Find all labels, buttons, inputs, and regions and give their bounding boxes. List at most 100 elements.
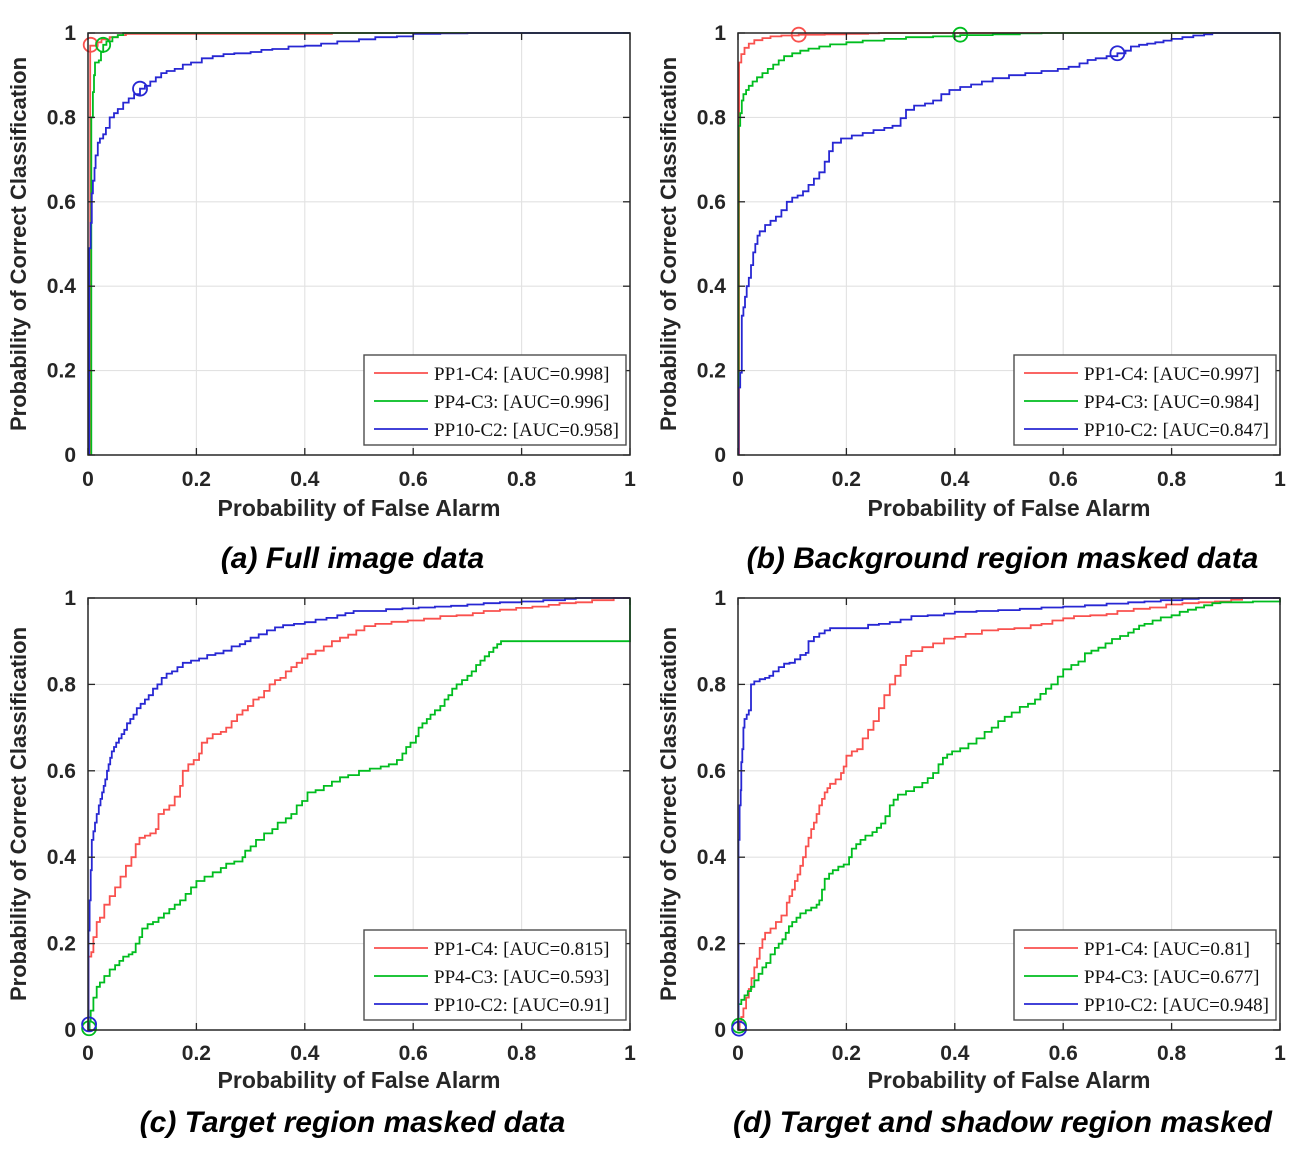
caption-a: (a) Full image data (220, 542, 485, 575)
roc-curve-pp4-c3 (88, 598, 631, 1031)
panel-c: 0 0 0.2 0.2 0.4 0.4 0.6 0.6 0.8 0.8 1 1 Probability … (0, 588, 650, 1093)
x-tick-label: 0 (82, 1042, 94, 1065)
x-tick-label: 0.4 (940, 468, 970, 491)
x-tick-label: 1 (1274, 1042, 1286, 1065)
y-tick-label: 0.8 (47, 673, 77, 696)
operating-point-marker-pp10-c2 (81, 1016, 97, 1033)
y-tick-label: 1 (714, 22, 726, 45)
y-tick-label: 0.6 (47, 760, 76, 783)
roc-curve-pp10-c2 (88, 32, 630, 455)
y-tick-label: 0.2 (47, 360, 76, 383)
axes-box (87, 597, 631, 1031)
y-tick-label: 1 (64, 22, 76, 45)
caption-c: (c) Target region masked data (139, 1106, 566, 1139)
x-tick-label: 1 (624, 1042, 636, 1065)
legend-label-pp10-c2: PP10-C2: [AUC=0.958] (434, 420, 619, 441)
axes-box (87, 32, 631, 456)
x-tick-label: 0.6 (399, 468, 428, 491)
legend-label-pp1-c4: PP1-C4: [AUC=0.998] (434, 364, 609, 385)
roc-chart-b: 00 0.2 0.2 0.4 0.4 0.6 0.6 0.8 0.8 1 1 Probability … (656, 22, 1286, 521)
x-tick-label: 0.6 (1049, 1042, 1078, 1065)
y-tick-label: 0 (64, 1019, 76, 1042)
legend-label-pp4-c3: PP4-C3: [AUC=0.593] (434, 967, 609, 988)
y-tick-label: 0.4 (697, 846, 727, 869)
roc-chart-c: 00 0.2 0.2 0.4 0.4 0.6 0.6 0.8 0.8 1 1 Probability … (6, 588, 636, 1093)
legend-label-pp10-c2: PP10-C2: [AUC=0.948] (1084, 995, 1269, 1016)
legend-label-pp1-c4: PP1-C4: [AUC=0.997] (1084, 364, 1259, 385)
x-tick-label: 0.8 (1157, 1042, 1187, 1065)
x-tick-label: 0 (732, 1042, 744, 1065)
operating-point-marker-pp1-c4 (790, 26, 807, 43)
x-tick-label: 0.4 (290, 1042, 320, 1065)
y-tick-label: 0.2 (47, 933, 76, 956)
legend-label-pp1-c4: PP1-C4: [AUC=0.815] (434, 939, 609, 960)
y-tick-label: 0.6 (697, 760, 726, 783)
x-tick-label: 0.8 (507, 1042, 537, 1065)
operating-point-marker-pp10-c2 (132, 80, 148, 97)
y-tick-label: 0.4 (697, 275, 727, 298)
legend-box (363, 929, 627, 1021)
roc-curve-pp10-c2 (737, 597, 1280, 1030)
roc-curve-pp1-c4 (738, 32, 1280, 455)
y-tick-label: 0.8 (697, 106, 727, 129)
x-tick-label: 0.2 (182, 468, 211, 491)
x-tick-label: 0.4 (290, 468, 320, 491)
x-axis-label: Probability of False Alarm (868, 1067, 1151, 1093)
y-axis-label: Probability of Correct Classification (6, 627, 31, 1001)
x-tick-label: 0 (82, 468, 94, 491)
x-tick-label: 1 (1274, 468, 1286, 491)
axes-box (737, 32, 1281, 456)
legend-box (1013, 354, 1277, 446)
x-axis-label: Probability of False Alarm (218, 495, 501, 521)
roc-curve-pp1-c4 (738, 597, 1280, 1031)
legend-label-pp4-c3: PP4-C3: [AUC=0.996] (434, 392, 609, 413)
x-tick-label: 0.4 (940, 1042, 970, 1065)
y-tick-label: 0.8 (47, 106, 77, 129)
roc-chart-d: 00 0.2 0.2 0.4 0.4 0.6 0.6 0.8 0.8 1 1 Probability … (656, 588, 1286, 1093)
roc-curve-pp4-c3 (737, 598, 1281, 1030)
y-tick-label: 0.2 (697, 933, 726, 956)
caption-b: (b) Background region masked data (746, 542, 1259, 575)
y-tick-label: 0.6 (697, 191, 726, 214)
y-axis-label: Probability of Correct Classification (656, 627, 681, 1001)
x-tick-label: 1 (624, 468, 636, 491)
roc-curve-pp4-c3 (737, 32, 1280, 455)
x-axis-label: Probability of False Alarm (868, 495, 1151, 521)
x-tick-label: 0 (732, 468, 744, 491)
legend-label-pp4-c3: PP4-C3: [AUC=0.677] (1084, 967, 1259, 988)
x-tick-label: 0.2 (832, 1042, 861, 1065)
y-tick-label: 0.8 (697, 673, 727, 696)
y-tick-label: 0.6 (47, 191, 76, 214)
roc-curve-pp10-c2 (87, 597, 630, 1030)
y-tick-label: 1 (64, 588, 76, 610)
y-tick-label: 0 (64, 444, 76, 467)
panel-d: 0 0 0.2 0.2 0.4 0.4 0.6 0.6 0.8 0.8 1 1 Probability … (650, 588, 1300, 1093)
y-tick-label: 0.4 (47, 846, 77, 869)
operating-point-marker-pp4-c3 (95, 36, 112, 53)
legend-label-pp10-c2: PP10-C2: [AUC=0.847] (1084, 420, 1269, 441)
operating-point-marker-pp10-c2 (1109, 45, 1126, 62)
legend-label-pp1-c4: PP1-C4: [AUC=0.81] (1084, 939, 1250, 960)
legend-label-pp10-c2: PP10-C2: [AUC=0.91] (434, 995, 609, 1016)
caption-d: (d) Target and shadow region masked (733, 1106, 1272, 1139)
x-axis-label: Probability of False Alarm (218, 1067, 501, 1093)
y-tick-label: 0 (714, 1019, 726, 1042)
x-tick-label: 0.6 (1049, 468, 1078, 491)
roc-curve-pp10-c2 (737, 32, 1280, 455)
operating-point-marker-pp4-c3 (81, 1020, 97, 1037)
legend-box (363, 354, 627, 446)
y-tick-label: 1 (714, 588, 726, 610)
panel-b: 0 0 0.2 0.2 0.4 0.4 0.6 0.6 0.8 0.8 1 1 Probability … (650, 0, 1300, 530)
x-tick-label: 0.2 (832, 468, 861, 491)
operating-point-marker-pp1-c4 (82, 36, 99, 53)
x-tick-label: 0.6 (399, 1042, 428, 1065)
x-tick-label: 0.8 (1157, 468, 1187, 491)
operating-point-marker-pp10-c2 (731, 1020, 747, 1037)
panel-a: 0 0 0.2 0.2 0.4 0.4 0.6 0.6 0.8 0.8 1 1 Probability … (0, 0, 650, 530)
y-tick-label: 0 (714, 444, 726, 467)
operating-point-marker-pp4-c3 (952, 26, 969, 43)
y-axis-label: Probability of Correct Classification (6, 57, 31, 431)
legend-box (1013, 929, 1277, 1021)
y-axis-label: Probability of Correct Classification (656, 57, 681, 431)
